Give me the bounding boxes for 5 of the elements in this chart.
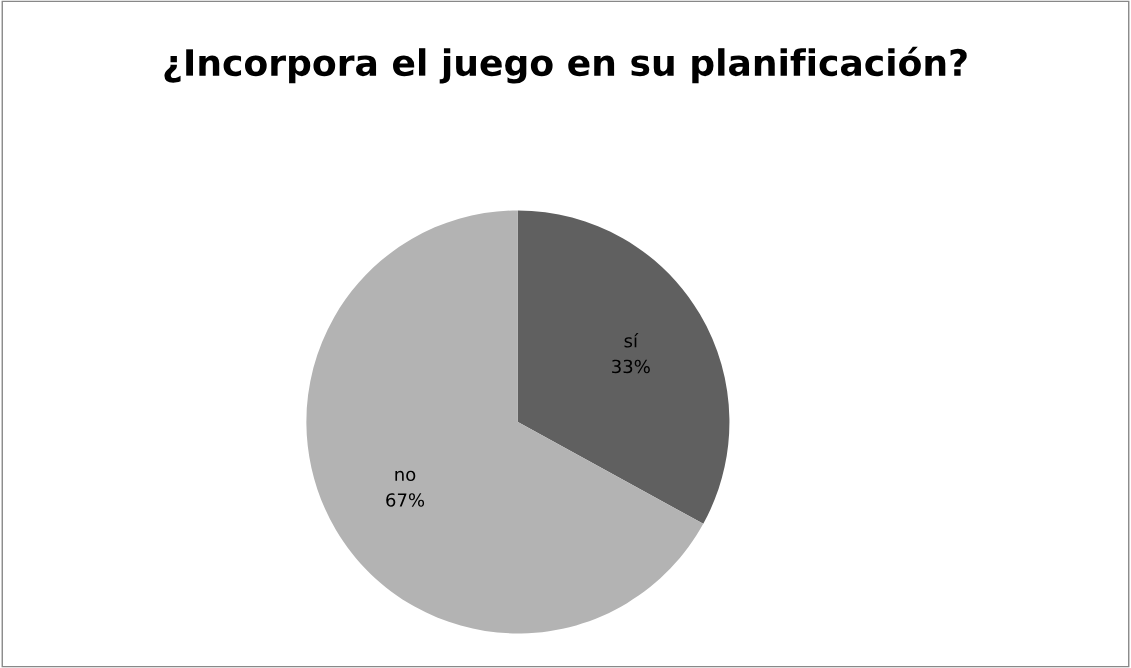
data-label: 33% xyxy=(612,359,650,374)
slice-label: sí xyxy=(624,332,639,348)
slice-label: no xyxy=(395,470,416,482)
chart-title: ¿Incorpora el juego en su planificación? xyxy=(164,46,967,84)
data-label: 67% xyxy=(386,493,425,507)
